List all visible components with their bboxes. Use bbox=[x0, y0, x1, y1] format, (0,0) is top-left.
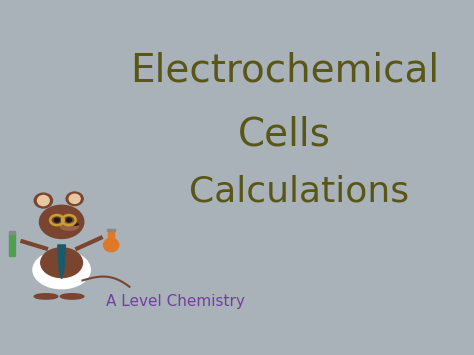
Text: Electrochemical: Electrochemical bbox=[130, 52, 439, 90]
Ellipse shape bbox=[60, 223, 79, 230]
Ellipse shape bbox=[66, 192, 83, 206]
Bar bbox=[9, 234, 15, 256]
Polygon shape bbox=[58, 245, 65, 279]
Bar bbox=[108, 230, 114, 238]
Ellipse shape bbox=[37, 196, 49, 206]
Bar bbox=[9, 231, 15, 234]
Circle shape bbox=[39, 205, 84, 239]
Ellipse shape bbox=[60, 294, 84, 299]
Bar bbox=[107, 229, 115, 231]
Text: Cells: Cells bbox=[238, 116, 331, 154]
Ellipse shape bbox=[34, 294, 58, 299]
Ellipse shape bbox=[103, 238, 118, 252]
Ellipse shape bbox=[34, 193, 53, 208]
Circle shape bbox=[55, 218, 60, 222]
Ellipse shape bbox=[33, 251, 90, 289]
Text: A Level Chemistry: A Level Chemistry bbox=[106, 294, 245, 309]
Circle shape bbox=[66, 218, 72, 222]
Text: Calculations: Calculations bbox=[189, 175, 409, 209]
Ellipse shape bbox=[69, 194, 80, 203]
Ellipse shape bbox=[73, 223, 78, 225]
Ellipse shape bbox=[41, 248, 82, 278]
